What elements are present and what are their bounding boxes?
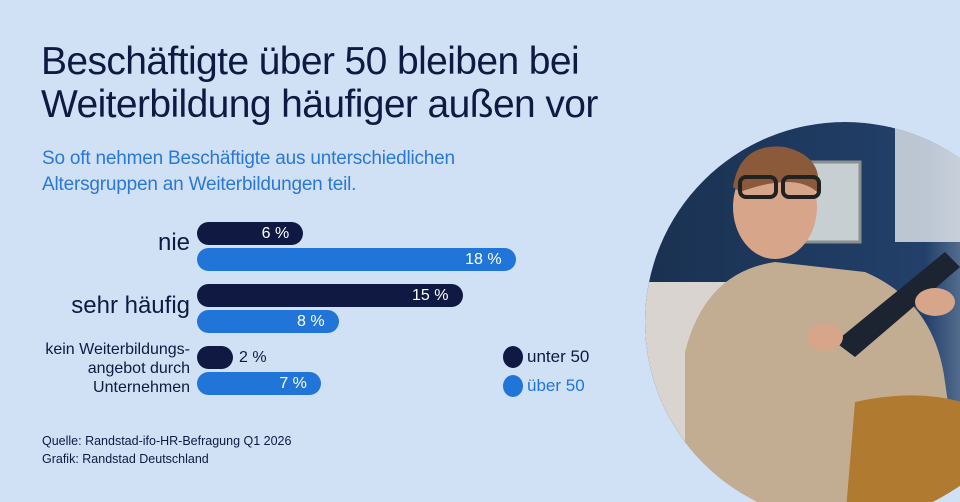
bar-unter-50 (197, 346, 233, 369)
bar-value-label: 18 % (465, 251, 502, 268)
category-label-line: kein Weiterbildungs- (45, 341, 190, 358)
title-line-2: Weiterbildung häufiger außen vor (41, 83, 598, 126)
bar-value-label: 8 % (297, 313, 325, 330)
legend-item-unter-50: unter 50 (503, 346, 589, 368)
bar-value-label: 15 % (412, 287, 449, 304)
legend-item-ueber-50: über 50 (503, 375, 585, 397)
bar-ueber-50: 8 % (197, 310, 339, 333)
bar-unter-50: 15 % (197, 284, 463, 307)
subtitle-line-1: So oft nehmen Beschäftigte aus unterschi… (42, 148, 455, 169)
photo-illustration (645, 122, 960, 502)
subtitle: So oft nehmen Beschäftigte aus unterschi… (42, 146, 455, 198)
category-label-sehr-haeufig: sehr häufig (71, 292, 190, 319)
category-label-nie: nie (157, 229, 190, 256)
page-title: Beschäftigte über 50 bleiben bei Weiterb… (41, 40, 598, 126)
category-label-line: angebot durch (87, 360, 190, 377)
bar-ueber-50: 18 % (197, 248, 516, 271)
category-label-kein-angebot: kein Weiterbildungs- angebot durch Unter… (45, 340, 190, 397)
legend-swatch-blue (503, 375, 523, 397)
category-label-line: Unternehmen (93, 379, 190, 396)
title-line-1: Beschäftigte über 50 bleiben bei (41, 40, 580, 83)
legend-label: unter 50 (527, 347, 590, 366)
bar-value-label: 7 % (279, 375, 307, 392)
photo-man-with-tablet (645, 122, 960, 502)
bar-value-label: 2 % (239, 349, 267, 366)
bar-ueber-50: 7 % (197, 372, 321, 395)
bar-unter-50: 6 % (197, 222, 304, 245)
legend-label: über 50 (527, 376, 585, 395)
subtitle-line-2: Altersgruppen an Weiterbildungen teil. (42, 174, 357, 195)
legend-swatch-navy (503, 346, 523, 368)
bar-value-label: 6 % (261, 225, 290, 242)
source-line: Quelle: Randstad-ifo-HR-Befragung Q1 202… (42, 434, 292, 448)
credit-line: Grafik: Randstad Deutschland (42, 452, 209, 466)
